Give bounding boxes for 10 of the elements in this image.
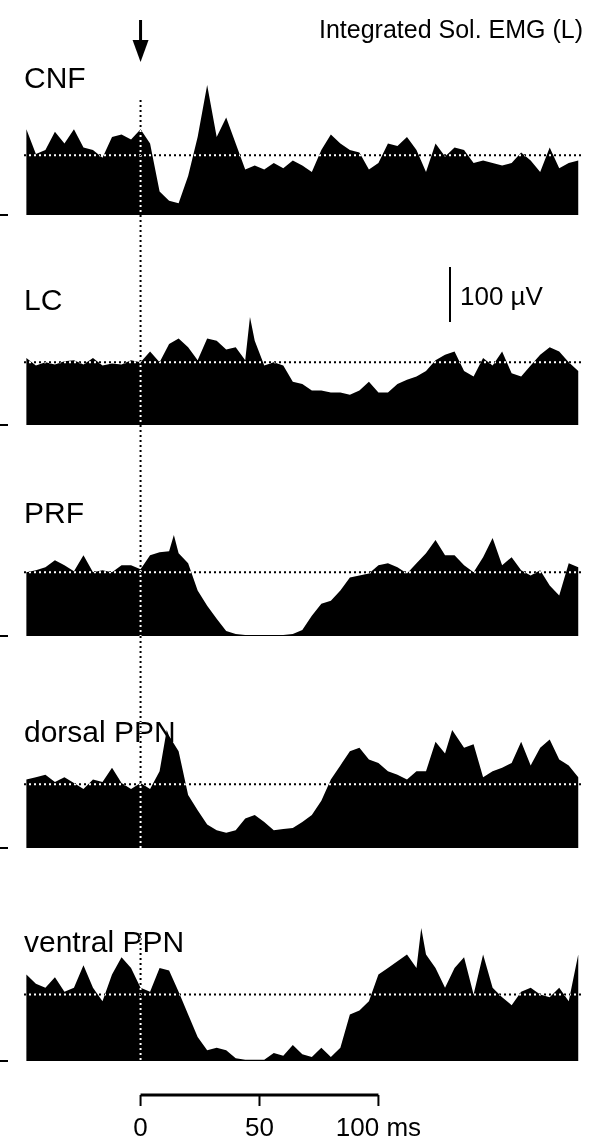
x-tick-label: 0 — [133, 1112, 148, 1142]
chart-title: LC — [24, 283, 63, 316]
x-tick-label: 100 ms — [335, 1112, 422, 1142]
text: Integrated Sol. EMG (L) — [318, 15, 583, 43]
chart-title: PRF — [24, 496, 84, 529]
text: 100 µV — [460, 281, 544, 311]
chart-title: dorsal PPN — [24, 715, 176, 748]
x-tick-label: 50 — [245, 1112, 274, 1142]
chart-title: ventral PPN — [24, 925, 185, 958]
chart-title: CNF — [24, 61, 86, 94]
